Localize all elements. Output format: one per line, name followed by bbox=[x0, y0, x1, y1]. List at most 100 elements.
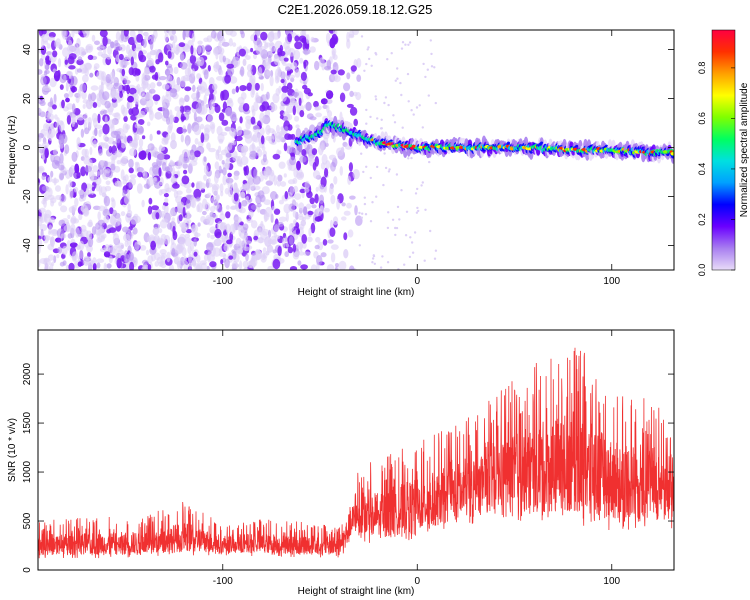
spectrogram-cell bbox=[92, 139, 98, 148]
spectrogram-cell bbox=[365, 62, 368, 66]
spectrogram-cell bbox=[260, 31, 268, 41]
spectrogram-cell bbox=[174, 46, 180, 55]
spectrogram-cell bbox=[311, 204, 317, 209]
spectrogram-cell bbox=[298, 97, 302, 107]
spectrogram-cell bbox=[244, 183, 248, 189]
spectrogram-cell bbox=[343, 249, 349, 259]
spectrogram-cell bbox=[260, 49, 269, 59]
spectrogram-cell bbox=[292, 210, 297, 218]
spectrogram-cell bbox=[122, 155, 128, 161]
spectrogram-cell bbox=[163, 192, 169, 198]
spectrogram-cell bbox=[364, 213, 368, 216]
spectrogram-cell bbox=[409, 236, 412, 239]
spectrogram-cell bbox=[94, 127, 98, 137]
spectrogram-cell bbox=[275, 88, 280, 97]
spectrogram-cell bbox=[73, 172, 78, 179]
spectrogram-cell bbox=[104, 244, 110, 254]
spectrogram-cell bbox=[78, 213, 83, 221]
spectrogram-cell bbox=[406, 72, 410, 76]
spectrogram-cell bbox=[142, 31, 149, 37]
spectrogram-cell bbox=[358, 244, 361, 247]
spectrogram-cell bbox=[418, 104, 421, 107]
spectrogram-cell bbox=[178, 214, 183, 222]
spectrogram-cell bbox=[258, 66, 263, 78]
spectrogram-cell bbox=[77, 56, 83, 62]
spectrogram-cell bbox=[289, 156, 297, 166]
spectrogram-cell bbox=[102, 208, 111, 217]
spectrogram-cell bbox=[164, 197, 169, 204]
spectrogram-cell bbox=[91, 112, 98, 123]
spectrogram-cell bbox=[196, 73, 202, 80]
x-tick-label: -100 bbox=[213, 276, 233, 287]
spectrogram-cell bbox=[363, 69, 366, 73]
spectrogram-cell bbox=[225, 177, 234, 184]
spectrogram-cell bbox=[253, 235, 259, 241]
spectrogram-cell bbox=[49, 123, 53, 129]
spectrogram-cell bbox=[180, 113, 185, 122]
spectrogram-cell bbox=[308, 148, 312, 154]
spectrogram-cell bbox=[201, 262, 207, 270]
spectrogram-cell bbox=[39, 207, 46, 213]
spectrogram-cell bbox=[135, 99, 140, 105]
spectrogram-cell bbox=[91, 34, 96, 42]
spectrogram-cell bbox=[420, 184, 423, 187]
spectrogram-cell bbox=[299, 110, 305, 118]
spectrogram-cell bbox=[98, 130, 102, 138]
spectrogram-cell bbox=[176, 243, 184, 254]
spectrogram-cell bbox=[253, 53, 257, 60]
spectrogram-cell bbox=[298, 213, 304, 218]
spectrogram-cell bbox=[328, 154, 337, 161]
spectrogram-cell bbox=[283, 41, 290, 50]
spectrogram-cell bbox=[51, 104, 57, 110]
spectrogram-cell bbox=[74, 197, 79, 207]
spectrogram-cell bbox=[243, 266, 249, 270]
spectrogram-cell bbox=[166, 251, 171, 263]
spectrogram-cell bbox=[210, 234, 216, 240]
spectrogram-cell bbox=[152, 164, 160, 175]
snr-frame bbox=[37, 329, 675, 571]
spectrogram-cell bbox=[376, 165, 379, 169]
spectrogram-cell bbox=[81, 148, 88, 157]
spectrogram-cell bbox=[181, 149, 190, 158]
spectrogram-cell bbox=[257, 148, 263, 158]
spectrogram-cell bbox=[303, 206, 308, 216]
spectrogram-cell bbox=[105, 73, 112, 84]
spectrogram-cell bbox=[360, 35, 364, 38]
spectrogram-cell bbox=[287, 246, 294, 254]
spectrogram-cell bbox=[300, 71, 307, 81]
spectrogram-cell bbox=[363, 202, 367, 206]
spectrogram-cell bbox=[84, 127, 90, 135]
spectrogram-cell bbox=[177, 201, 181, 207]
spectrogram-cell bbox=[96, 258, 105, 264]
spectrogram-cell bbox=[125, 44, 131, 55]
spectrogram-cell bbox=[158, 76, 167, 81]
spectrogram-frame bbox=[37, 29, 675, 271]
spectrogram-cell bbox=[255, 46, 263, 55]
spectrogram-cell bbox=[116, 245, 123, 253]
colorbar-tick-label: 0.2 bbox=[697, 213, 707, 226]
spectrogram-cell bbox=[57, 58, 62, 68]
spectrogram-cell bbox=[384, 96, 388, 99]
spectrogram-cell bbox=[396, 205, 400, 209]
snr-y-ticks: 0 500 1000 1500 2000 bbox=[22, 363, 674, 573]
spectrogram-cell bbox=[305, 101, 312, 111]
x-tick-label: 100 bbox=[603, 576, 620, 587]
spectrogram-cell bbox=[292, 177, 298, 184]
spectrogram-cell bbox=[219, 183, 224, 193]
spectrogram-cell bbox=[204, 127, 210, 139]
x-tick-label: -100 bbox=[213, 576, 233, 587]
spectrogram-cell bbox=[396, 67, 399, 70]
spectrogram-cell bbox=[349, 195, 356, 200]
spectrogram-cell bbox=[301, 234, 308, 244]
spectrogram-cell bbox=[343, 210, 351, 216]
spectrogram-cell bbox=[38, 238, 43, 249]
spectrogram-cell bbox=[219, 47, 225, 55]
spectrogram-cell bbox=[251, 252, 255, 262]
spectrogram-cell bbox=[147, 176, 155, 187]
spectrogram-cell bbox=[85, 99, 93, 110]
spectrogram-cell bbox=[137, 171, 143, 178]
spectrogram-cell bbox=[223, 243, 230, 252]
spectrogram-cell bbox=[97, 113, 101, 124]
spectrogram-cell bbox=[338, 260, 347, 270]
colorbar-tick-label: 0.8 bbox=[697, 62, 707, 75]
